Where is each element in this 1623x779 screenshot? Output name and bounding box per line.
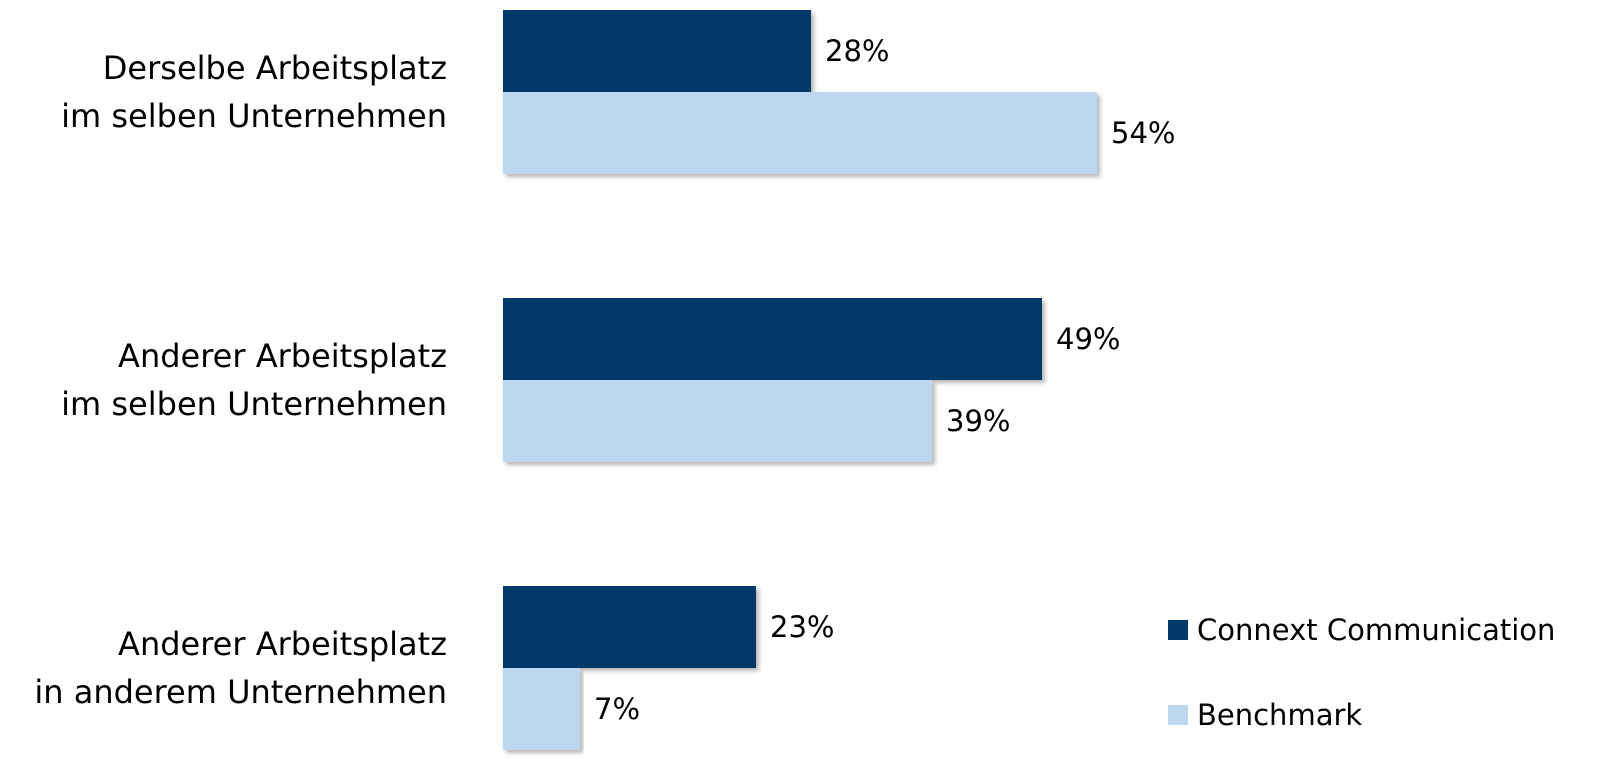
bar [503, 10, 811, 92]
value-label: 39% [946, 404, 1010, 438]
legend-swatch [1168, 620, 1188, 640]
value-label: 7% [594, 692, 640, 726]
category-label: Anderer Arbeitsplatz in anderem Unterneh… [34, 625, 447, 711]
value-label: 54% [1111, 116, 1175, 150]
legend-swatch [1168, 705, 1188, 725]
bar [503, 380, 932, 462]
category-label: Anderer Arbeitsplatz im selben Unternehm… [61, 337, 447, 423]
bar [503, 586, 756, 668]
value-label: 49% [1056, 322, 1120, 356]
legend-label: Benchmark [1197, 698, 1362, 732]
legend-label: Connext Communication [1197, 613, 1555, 647]
category-label: Derselbe Arbeitsplatz im selben Unterneh… [61, 49, 447, 135]
bar [503, 668, 580, 750]
value-label: 23% [770, 610, 834, 644]
bar [503, 92, 1097, 174]
value-label: 28% [825, 34, 889, 68]
bar [503, 298, 1042, 380]
